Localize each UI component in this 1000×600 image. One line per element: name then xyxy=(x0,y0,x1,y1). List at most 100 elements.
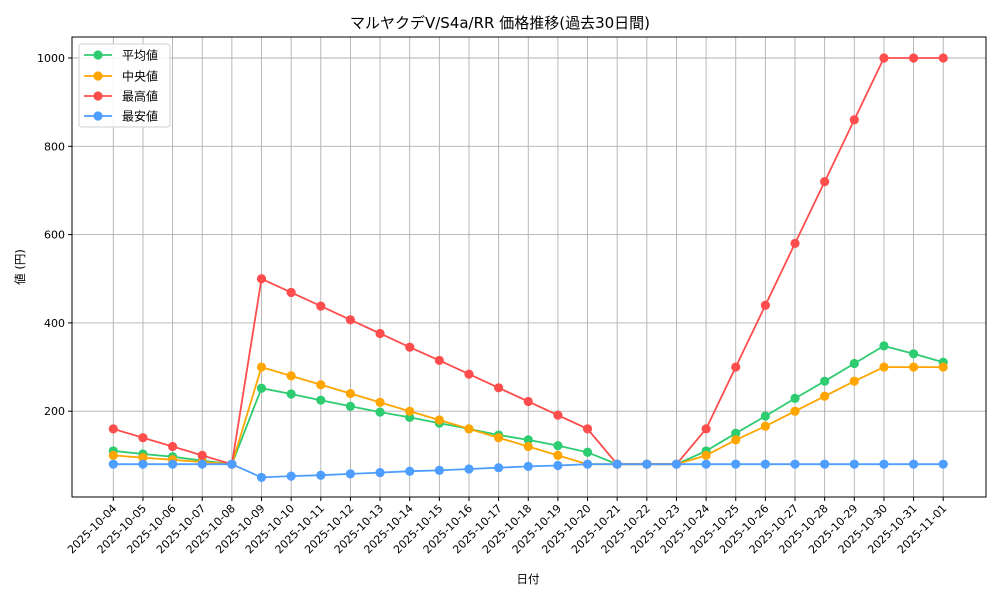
data-point-marker xyxy=(138,452,148,463)
data-point-marker xyxy=(731,435,741,445)
data-point-marker xyxy=(820,391,830,401)
y-axis-label: 値 (円) xyxy=(13,249,27,285)
data-point-marker xyxy=(731,362,741,372)
chart-title: マルヤクデV/S4a/RR 価格推移(過去30日間) xyxy=(350,14,650,32)
data-point-marker xyxy=(582,447,593,457)
data-point-marker xyxy=(731,459,741,469)
data-point-marker xyxy=(938,459,948,469)
data-point-marker xyxy=(553,410,563,420)
data-point-marker xyxy=(849,358,859,369)
data-point-marker xyxy=(760,411,770,421)
data-point-marker xyxy=(138,459,148,469)
y-tick-label: 400 xyxy=(44,317,65,330)
data-point-marker xyxy=(494,433,504,443)
data-point-marker xyxy=(701,450,711,460)
data-point-marker xyxy=(790,459,800,469)
data-point-marker xyxy=(434,355,444,366)
data-point-marker xyxy=(345,469,356,479)
y-tick-label: 800 xyxy=(44,140,65,153)
data-point-marker xyxy=(227,459,237,469)
data-point-marker xyxy=(197,450,207,460)
data-point-marker xyxy=(553,450,563,460)
legend-item: 最高値 xyxy=(84,89,158,104)
series-3 xyxy=(108,459,948,483)
data-point-marker xyxy=(523,441,533,452)
data-point-marker xyxy=(345,315,356,325)
series-lines xyxy=(108,53,948,483)
data-point-marker xyxy=(701,459,711,469)
legend-marker-icon xyxy=(93,91,103,101)
y-axis: 200 400 600 800 1000 xyxy=(37,52,72,418)
data-point-marker xyxy=(731,428,741,438)
data-point-marker xyxy=(138,433,148,443)
data-point-marker xyxy=(375,397,385,407)
data-point-marker xyxy=(316,395,326,405)
data-point-marker xyxy=(523,461,533,471)
y-tick-label: 600 xyxy=(44,229,65,242)
data-point-marker xyxy=(908,459,919,469)
plot-frame xyxy=(71,36,987,498)
data-point-marker xyxy=(671,459,682,469)
data-point-marker xyxy=(820,376,830,386)
data-point-marker xyxy=(316,470,326,480)
series-1 xyxy=(108,362,948,469)
data-point-marker xyxy=(286,371,296,381)
data-point-marker xyxy=(760,300,770,310)
data-point-marker xyxy=(879,459,889,469)
data-point-marker xyxy=(167,441,178,452)
data-point-marker xyxy=(849,115,859,125)
data-point-marker xyxy=(167,459,178,469)
data-point-marker xyxy=(405,342,415,352)
data-point-marker xyxy=(938,53,948,63)
data-point-marker xyxy=(316,301,326,311)
legend-label: 最高値 xyxy=(122,89,158,104)
legend-item: 平均値 xyxy=(84,48,158,63)
data-point-marker xyxy=(849,459,859,469)
legend-marker-icon xyxy=(93,71,103,81)
data-point-marker xyxy=(464,424,474,434)
data-point-marker xyxy=(908,349,919,359)
data-point-marker xyxy=(286,471,296,481)
data-point-marker xyxy=(405,466,415,476)
data-point-marker xyxy=(879,341,889,351)
data-point-marker xyxy=(553,441,563,451)
data-point-marker xyxy=(197,459,207,469)
data-point-marker xyxy=(434,415,444,425)
data-point-marker xyxy=(345,401,356,411)
data-point-marker xyxy=(938,362,948,372)
data-point-marker xyxy=(790,238,800,249)
data-point-marker xyxy=(494,383,504,393)
data-point-marker xyxy=(612,459,622,469)
data-point-marker xyxy=(464,369,474,379)
data-point-marker xyxy=(820,459,830,469)
data-point-marker xyxy=(494,463,504,473)
legend-label: 最安値 xyxy=(122,109,158,124)
grid xyxy=(72,37,986,497)
legend-label: 中央値 xyxy=(122,69,158,84)
legend-marker-icon xyxy=(93,50,103,60)
data-point-marker xyxy=(375,407,385,417)
data-point-marker xyxy=(582,459,593,469)
data-point-marker xyxy=(286,287,296,298)
data-point-marker xyxy=(908,53,919,63)
data-point-marker xyxy=(790,393,800,403)
data-point-marker xyxy=(790,406,800,416)
data-point-marker xyxy=(820,177,830,187)
legend-item: 中央値 xyxy=(84,69,158,84)
data-point-marker xyxy=(642,459,652,469)
y-tick-label: 200 xyxy=(44,405,65,418)
data-point-marker xyxy=(523,396,533,407)
data-point-marker xyxy=(256,472,267,483)
data-point-marker xyxy=(908,362,919,372)
legend-box xyxy=(78,43,171,128)
data-point-marker xyxy=(256,383,267,393)
data-point-marker xyxy=(108,424,118,434)
data-point-marker xyxy=(108,450,118,460)
legend-marker-icon xyxy=(93,111,103,121)
data-point-marker xyxy=(879,362,889,372)
data-point-marker xyxy=(582,424,593,434)
data-point-marker xyxy=(553,460,563,471)
